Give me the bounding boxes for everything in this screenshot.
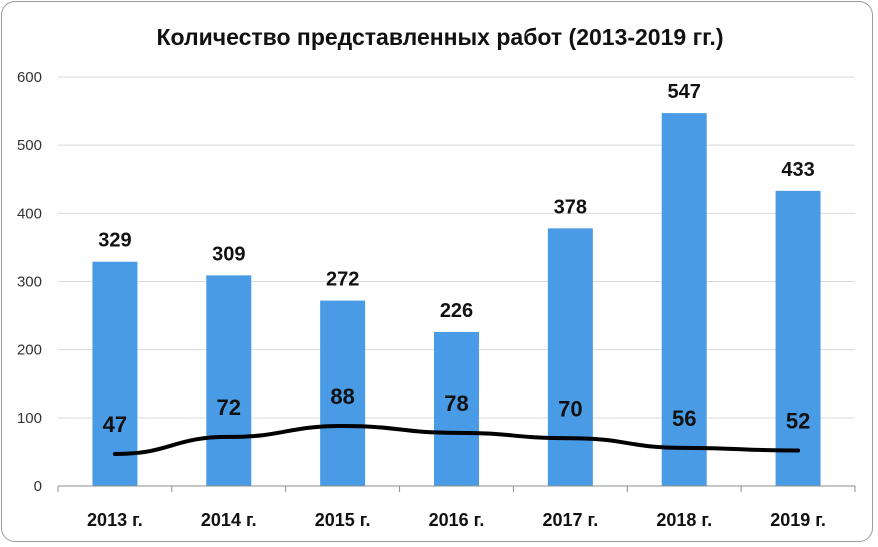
bar-data-label: 272 (326, 269, 359, 291)
bar-data-label: 226 (440, 300, 473, 322)
x-tick-label: 2017 г. (542, 510, 598, 530)
line-data-label: 47 (103, 412, 127, 437)
x-tick-label: 2015 г. (315, 510, 371, 530)
x-tick-label: 2018 г. (656, 510, 712, 530)
bar (775, 190, 821, 487)
bar (661, 113, 707, 487)
bar (206, 275, 252, 486)
bar (92, 261, 138, 486)
line-data-label: 70 (558, 396, 582, 421)
y-tick-label: 300 (17, 274, 42, 291)
y-tick-label: 500 (17, 137, 42, 154)
y-tick-label: 600 (17, 69, 42, 86)
chart-title: Количество представленных работ (2013-20… (157, 24, 724, 50)
line-data-label: 88 (330, 384, 354, 409)
bar-data-label: 547 (668, 81, 701, 103)
y-tick-label: 200 (17, 342, 42, 359)
bar-data-label: 378 (554, 196, 587, 218)
series-line (112, 424, 801, 456)
y-tick-label: 100 (17, 410, 42, 427)
bar (434, 331, 479, 486)
line-data-label: 72 (217, 395, 241, 420)
bar-data-label: 433 (781, 159, 814, 181)
line-data-label: 52 (786, 409, 810, 434)
bar (547, 228, 593, 486)
x-tick-label: 2016 г. (429, 510, 485, 530)
y-tick-label: 400 (17, 205, 42, 222)
x-tick-label: 2019 г. (770, 510, 826, 530)
bar-data-label: 309 (212, 243, 245, 265)
bar-data-label: 329 (98, 230, 131, 252)
line-data-label: 56 (672, 406, 696, 431)
x-tick-label: 2013 г. (87, 510, 143, 530)
y-tick-label: 0 (34, 478, 42, 495)
bar (320, 300, 366, 486)
x-tick-label: 2014 г. (201, 510, 257, 530)
line-data-label: 78 (444, 391, 468, 416)
